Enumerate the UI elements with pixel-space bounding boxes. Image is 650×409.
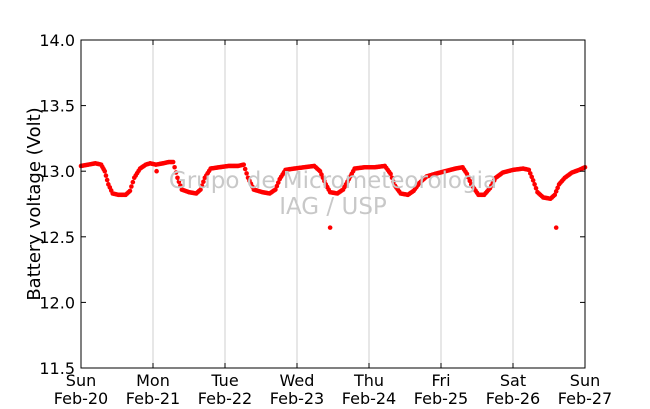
x-tick-label-day: Sun xyxy=(66,371,96,390)
data-point xyxy=(104,177,110,183)
watermark-line-1: Grupo de Micrometeorologia xyxy=(169,168,497,194)
data-point xyxy=(170,159,176,165)
data-point xyxy=(533,185,539,191)
x-tick-label-date: Feb-20 xyxy=(54,389,108,408)
x-tick-label-day: Fri xyxy=(431,371,450,390)
data-point xyxy=(103,173,109,178)
data-point xyxy=(388,171,393,177)
x-tick-label-day: Sun xyxy=(570,371,600,390)
data-point xyxy=(242,166,248,172)
data-point xyxy=(552,192,558,198)
data-point xyxy=(527,171,533,176)
y-tick-label: 14.0 xyxy=(39,31,75,50)
data-point xyxy=(173,170,179,175)
data-point xyxy=(102,168,108,174)
data-point xyxy=(198,187,203,192)
x-tick-label-date: Feb-27 xyxy=(558,389,612,408)
outlier-point xyxy=(327,225,333,230)
data-point xyxy=(530,178,536,183)
data-point xyxy=(175,175,180,181)
data-point xyxy=(201,179,206,184)
data-point xyxy=(555,185,560,191)
y-axis: 11.5 12.0 12.5 13.0 13.5 14.0 xyxy=(39,31,585,378)
data-point xyxy=(178,183,183,188)
data-point xyxy=(172,164,177,170)
y-tick-label: 13.5 xyxy=(39,97,75,116)
x-tick-label-day: Thu xyxy=(353,371,384,390)
x-tick-label-day: Sat xyxy=(500,371,526,390)
y-tick-label: 13.0 xyxy=(39,162,75,181)
data-point xyxy=(127,188,133,194)
data-point xyxy=(526,167,532,173)
data-point xyxy=(532,182,537,187)
plot-frame xyxy=(80,39,586,369)
watermark: Grupo de Micrometeorologia IAG / USP xyxy=(169,168,497,220)
y-axis-label: Battery voltage (Volt) xyxy=(24,107,45,300)
y-tick-label: 11.5 xyxy=(39,359,75,378)
data-point xyxy=(244,171,249,176)
data-point xyxy=(273,187,278,192)
x-tick-label-day: Wed xyxy=(280,371,315,390)
y-tick-label: 12.0 xyxy=(39,293,75,312)
data-point xyxy=(275,180,281,185)
watermark-line-2: IAG / USP xyxy=(279,194,387,220)
data-point xyxy=(553,189,559,194)
x-tick-label-date: Feb-22 xyxy=(198,389,252,408)
outlier-point xyxy=(553,225,559,230)
vertical-gridlines xyxy=(152,40,514,368)
x-tick-label-date: Feb-24 xyxy=(342,389,396,408)
x-tick-label-day: Tue xyxy=(210,371,238,390)
data-point xyxy=(199,183,205,188)
data-point xyxy=(464,171,470,177)
data-point xyxy=(176,179,182,184)
data-point xyxy=(391,179,396,184)
x-tick-label-date: Feb-23 xyxy=(270,389,324,408)
x-tick-label-date: Feb-25 xyxy=(414,389,468,408)
x-tick-label-day: Mon xyxy=(136,371,170,390)
data-series xyxy=(78,159,588,230)
x-tick-label-date: Feb-21 xyxy=(126,389,180,408)
y-tick-label: 12.5 xyxy=(39,228,75,247)
data-point xyxy=(241,162,247,167)
data-point xyxy=(274,183,280,189)
data-point xyxy=(129,184,134,189)
x-axis: SunFeb-20MonFeb-21TueFeb-22WedFeb-23ThuF… xyxy=(54,40,612,408)
data-point xyxy=(389,175,395,181)
outlier-point xyxy=(154,168,159,174)
data-point xyxy=(466,175,471,180)
data-point xyxy=(529,174,535,180)
plot-background xyxy=(81,40,585,368)
data-point xyxy=(130,179,136,185)
data-point xyxy=(467,178,473,184)
x-tick-label-date: Feb-26 xyxy=(486,389,540,408)
